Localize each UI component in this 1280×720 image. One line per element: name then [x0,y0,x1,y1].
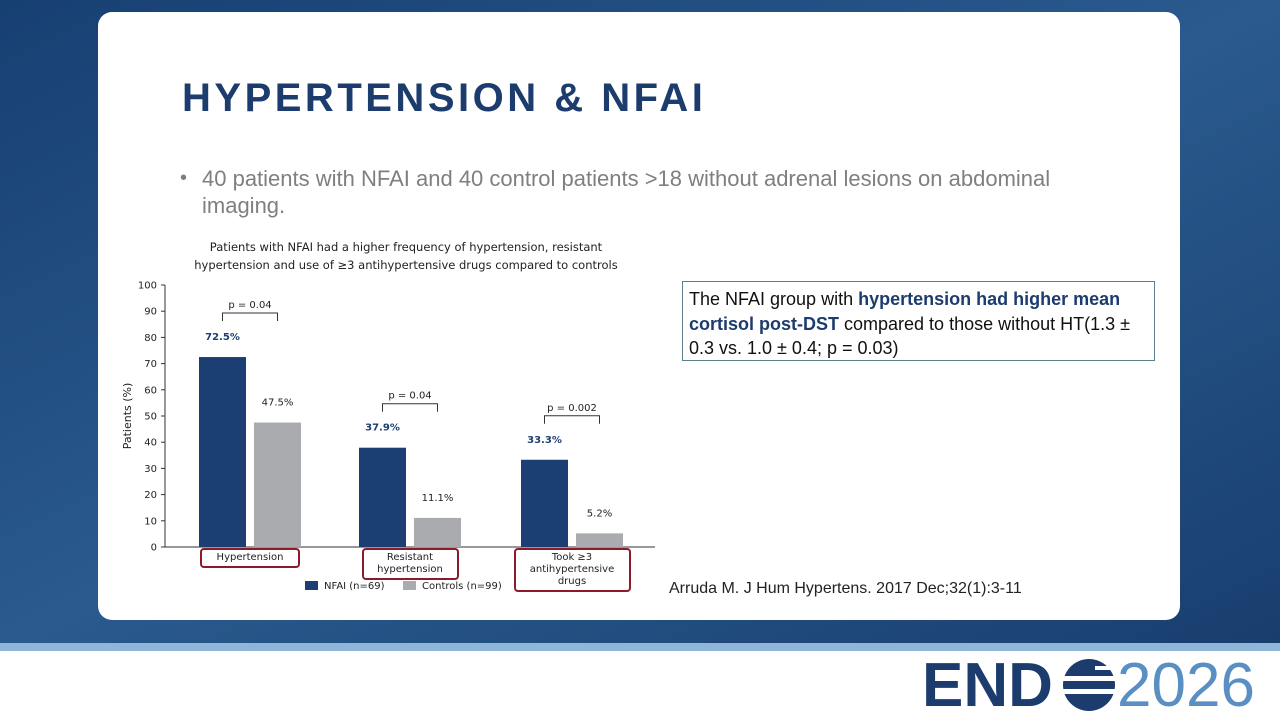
y-tick-label: 10 [144,516,157,527]
logo-left: END [922,651,1053,720]
logo-globe [1063,659,1117,711]
y-tick-label: 30 [144,464,157,475]
citation: Arruda M. J Hum Hypertens. 2017 Dec;32(1… [669,580,1022,597]
y-tick-label: 0 [151,543,157,554]
text: The NFAI group with [689,289,859,309]
p-value: p = 0.04 [388,391,431,402]
bar [414,517,461,547]
value-label: 37.9% [365,423,400,434]
y-tick-label: 80 [144,333,157,344]
text-bold: hypertension had higher mean cortisol po… [689,289,1121,334]
stripe [0,643,1280,651]
y-axis-label: Patients (%) [121,383,134,450]
bar [576,533,623,547]
p-bracket [382,403,438,412]
x-tick-label: Hypertension [200,548,300,568]
y-tick-label: 90 [144,307,157,318]
p-value: p = 0.04 [228,300,271,311]
p-bracket [544,415,600,424]
y-tick-label: 50 [144,412,157,423]
p-bracket [222,312,278,322]
legend-label: NFAI (n=69) [324,581,385,592]
value-label: 5.2% [587,508,612,519]
p-value: p = 0.002 [547,403,597,414]
value-label: 33.3% [527,435,562,446]
y-tick-label: 40 [144,438,157,449]
text: compared to those without HT(1.3 ± 0.3 v… [689,313,1131,359]
legend-swatch [403,581,416,590]
bullet: 40 patients with NFAI and 40 control pat… [180,165,1082,219]
y-tick-label: 60 [144,385,157,396]
value-label: 47.5% [262,398,294,409]
value-label: 72.5% [205,332,240,343]
x-tick-label: Resistant hypertension [361,548,459,580]
bar [199,357,246,547]
logo-right: 2026 [1117,651,1255,720]
slide-title: HYPERTENSION & NFAI [182,76,707,120]
text-box: The NFAI group with hypertension had hig… [682,281,1155,361]
y-tick-label: 20 [144,490,157,501]
bar [359,447,406,547]
y-tick-label: 100 [138,281,157,292]
y-tick-label: 70 [144,359,157,370]
bar [254,422,301,547]
legend-label: Controls (n=99) [422,581,502,592]
x-tick-label: Took ≥3 antihypertensive drugs [513,548,631,592]
value-label: 11.1% [422,493,454,504]
bar [521,459,568,547]
chart-title: Patients with NFAI had a higher frequenc… [194,240,618,272]
legend-swatch [305,581,318,590]
